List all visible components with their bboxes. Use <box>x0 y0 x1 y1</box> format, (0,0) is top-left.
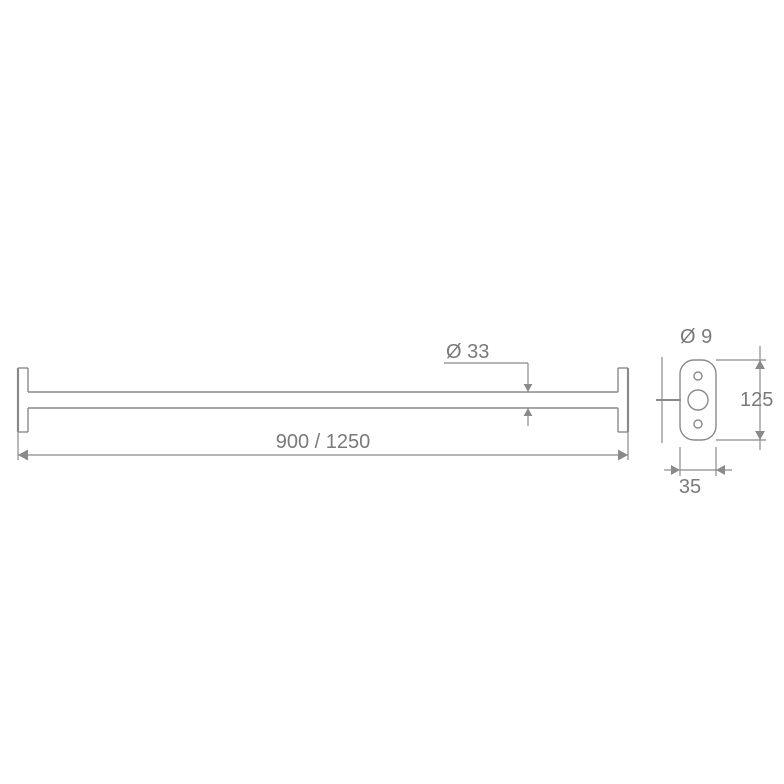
plate-width-dimension: 35 <box>664 447 732 498</box>
main-width-dimension: 900 / 1250 <box>18 430 628 461</box>
main-width-value: 900 / 1250 <box>276 431 371 453</box>
diameter-tube-value: Ø 33 <box>446 341 489 363</box>
front-view <box>18 368 628 432</box>
tube-diameter-label: Ø 33 <box>444 341 532 426</box>
plate-height-value: 125 <box>740 389 773 411</box>
plate-height-dimension: 125 <box>716 346 773 450</box>
plate-width-value: 35 <box>679 476 701 498</box>
hole-diameter-label: Ø 9 <box>680 326 712 348</box>
hole-diameter-value: Ø 9 <box>680 326 712 348</box>
side-view <box>656 357 716 443</box>
